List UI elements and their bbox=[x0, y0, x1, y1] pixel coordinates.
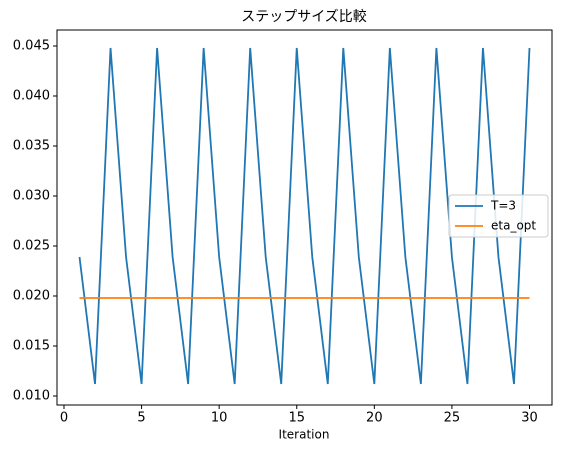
y-tick-label: 0.015 bbox=[13, 339, 50, 354]
chart-title: ステップサイズ比較 bbox=[241, 9, 367, 25]
y-tick-label: 0.010 bbox=[13, 389, 50, 404]
y-tick-label: 0.020 bbox=[13, 289, 50, 304]
x-tick-label: 0 bbox=[60, 411, 68, 426]
y-tick-label: 0.040 bbox=[13, 89, 50, 104]
x-tick-label: 30 bbox=[521, 411, 538, 426]
x-axis-label: Iteration bbox=[279, 428, 330, 442]
x-tick-label: 20 bbox=[366, 411, 383, 426]
y-tick-label: 0.025 bbox=[13, 239, 50, 254]
y-tick-label: 0.030 bbox=[13, 189, 50, 204]
legend-label: T=3 bbox=[490, 199, 516, 213]
x-tick-label: 15 bbox=[288, 411, 305, 426]
y-tick-label: 0.035 bbox=[13, 139, 50, 154]
legend-label: eta_opt bbox=[491, 219, 536, 233]
x-tick-label: 25 bbox=[444, 411, 461, 426]
x-tick-label: 10 bbox=[211, 411, 228, 426]
x-tick-label: 5 bbox=[137, 411, 145, 426]
series-line bbox=[78, 47, 531, 385]
plot-frame bbox=[56, 29, 553, 406]
y-tick-label: 0.045 bbox=[13, 39, 50, 54]
